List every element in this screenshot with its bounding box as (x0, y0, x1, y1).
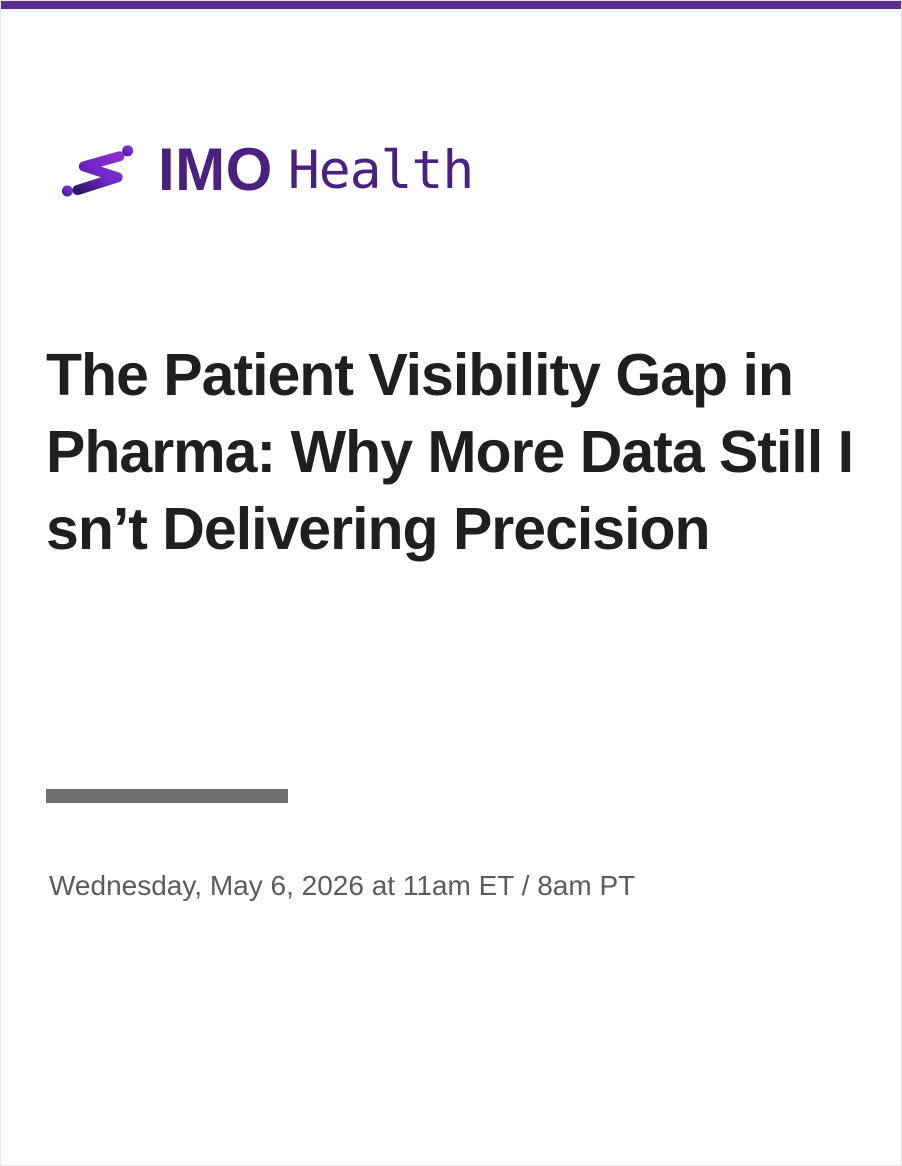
webinar-title-line-2: Pharma: Why More Data Still I (46, 419, 854, 485)
webinar-title-line-3: sn’t Delivering Precision (46, 496, 711, 562)
logo-text-health: Health (287, 139, 474, 201)
imo-health-logo[interactable]: IMO Health (61, 136, 474, 203)
brand-accent-bar (1, 1, 901, 9)
logo-text-imo: IMO (158, 136, 273, 203)
webinar-title-line-1: The Patient Visibility Gap in (46, 342, 794, 408)
event-datetime: Wednesday, May 6, 2026 at 11am ET / 8am … (49, 870, 636, 901)
title-divider-bar (46, 789, 288, 803)
imo-logo-zigzag-icon (61, 145, 134, 197)
webinar-title: The Patient Visibility Gap in Pharma: Wh… (46, 337, 876, 568)
